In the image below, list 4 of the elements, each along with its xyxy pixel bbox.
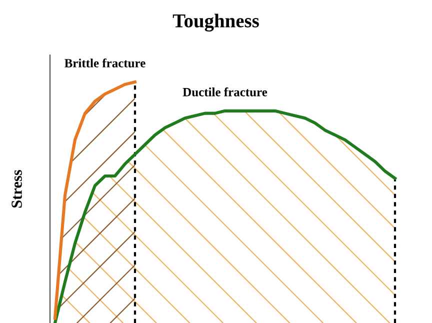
chart-title: Toughness bbox=[172, 14, 259, 32]
y-axis-title: Stress bbox=[12, 170, 22, 208]
series-label: Brittle fracture bbox=[64, 58, 146, 68]
series-label: Ductile fracture bbox=[182, 87, 268, 96]
